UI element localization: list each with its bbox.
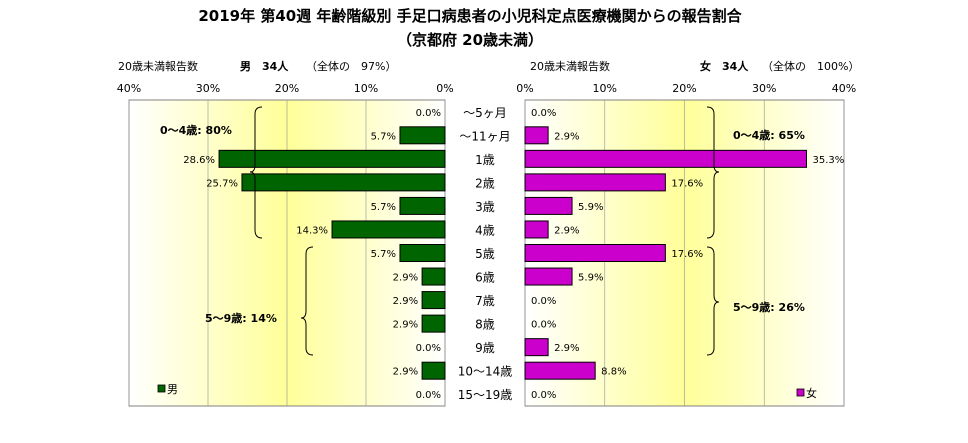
female-value-label: 17.6% xyxy=(671,249,703,260)
female-legend-label: 女 xyxy=(806,386,817,400)
male-value-label: 28.6% xyxy=(183,155,215,166)
age-category-label: ～5ヶ月 xyxy=(463,106,507,120)
female-value-labels: 0.0% 2.9% 35.3% 17.6% 5.9% 2.9% 17.6% 5.9% 0.0% 0… xyxy=(531,108,844,401)
female-value-label: 5.9% xyxy=(578,202,603,213)
female-bars xyxy=(524,126,808,380)
female-value-label: 17.6% xyxy=(671,178,703,189)
male-bar xyxy=(399,196,446,215)
male-bar xyxy=(399,126,446,145)
female-bar xyxy=(524,361,596,380)
male-bar xyxy=(218,149,446,168)
male-tick-label: 20% xyxy=(275,82,299,95)
female-value-label: 8.8% xyxy=(601,367,626,378)
female-tick-label: 40% xyxy=(832,82,856,95)
male-0-4-annotation: 0～4歳: 80% xyxy=(160,123,232,137)
female-bar xyxy=(524,149,808,168)
female-header-count: 女 34人 xyxy=(700,59,749,73)
male-value-label: 2.9% xyxy=(393,320,418,331)
male-value-label: 25.7% xyxy=(206,178,238,189)
female-bar xyxy=(524,220,549,239)
female-bar xyxy=(524,196,573,215)
female-tick-label: 10% xyxy=(593,82,617,95)
female-header-share: （全体の 100%） xyxy=(762,59,859,73)
female-value-label: 0.0% xyxy=(531,390,556,401)
female-value-label: 2.9% xyxy=(554,225,579,236)
female-value-label: 2.9% xyxy=(554,343,579,354)
male-bar xyxy=(421,314,446,333)
female-bar xyxy=(524,267,573,286)
male-header-share: （全体の 97%） xyxy=(306,59,396,73)
female-0-4-brace xyxy=(706,106,720,239)
male-legend-label: 男 xyxy=(167,383,178,396)
male-bars xyxy=(218,126,446,380)
female-value-label: 0.0% xyxy=(531,296,556,307)
male-tick-label: 40% xyxy=(117,82,141,95)
female-tick-label: 0% xyxy=(516,82,533,95)
male-value-label: 2.9% xyxy=(393,296,418,307)
female-tick-label: 30% xyxy=(752,82,776,95)
female-value-label: 0.0% xyxy=(531,108,556,119)
female-value-label: 35.3% xyxy=(813,155,845,166)
age-category-label: 8歳 xyxy=(475,318,495,332)
male-value-label: 2.9% xyxy=(393,367,418,378)
female-value-label: 5.9% xyxy=(578,273,603,284)
male-value-label: 0.0% xyxy=(416,390,441,401)
age-category-label: 10～14歳 xyxy=(458,365,513,379)
male-bar xyxy=(399,244,446,262)
male-value-label: 5.7% xyxy=(371,202,396,213)
category-labels: ～5ヶ月 ～11ヶ月 1歳 2歳 3歳 4歳 5歳 6歳 7歳 8歳 9歳 10～14歳 15～19歳 xyxy=(458,106,513,402)
female-legend-swatch xyxy=(796,388,805,397)
female-axis-ticks: 0% 10% 20% 30% 40% xyxy=(516,82,856,95)
male-bar xyxy=(421,291,446,310)
male-value-label: 5.7% xyxy=(371,131,396,142)
chart-title-line2: （京都府 20歳未満） xyxy=(397,31,543,49)
male-axis-ticks: 40% 30% 20% 10% 0% xyxy=(117,82,454,95)
male-value-label: 14.3% xyxy=(296,225,328,236)
male-header-count: 男 34人 xyxy=(240,59,289,73)
male-legend-swatch xyxy=(157,384,166,393)
age-category-label: 15～19歳 xyxy=(458,388,513,402)
female-value-label: 2.9% xyxy=(554,131,579,142)
male-value-label: 0.0% xyxy=(416,343,441,354)
male-5-9-annotation: 5～9歳: 14% xyxy=(205,311,277,325)
age-category-label: 9歳 xyxy=(475,341,495,355)
female-bar xyxy=(524,173,666,192)
age-category-label: 7歳 xyxy=(475,294,495,308)
age-category-label: 1歳 xyxy=(475,153,495,167)
female-bar xyxy=(524,338,549,357)
male-bar xyxy=(241,173,446,192)
age-category-label: ～11ヶ月 xyxy=(459,129,510,143)
male-header-label: 20歳未満報告数 xyxy=(118,60,198,73)
male-tick-label: 10% xyxy=(354,82,378,95)
female-value-label: 0.0% xyxy=(531,320,556,331)
age-category-label: 3歳 xyxy=(475,200,495,214)
male-bar xyxy=(331,220,446,239)
male-5-9-brace xyxy=(300,246,314,356)
female-header-label: 20歳未満報告数 xyxy=(530,60,610,73)
male-value-label: 2.9% xyxy=(393,273,418,284)
chart-title-line1: 2019年 第40週 年齢階級別 手足口病患者の小児科定点医療機関からの報告割合 xyxy=(198,7,742,25)
female-5-9-annotation: 5～9歳: 26% xyxy=(733,300,805,314)
female-tick-label: 20% xyxy=(672,82,696,95)
female-bar xyxy=(524,244,666,262)
age-category-label: 4歳 xyxy=(475,223,495,237)
female-5-9-brace xyxy=(706,246,720,356)
male-0-4-brace xyxy=(249,106,263,239)
female-0-4-annotation: 0～4歳: 65% xyxy=(733,128,805,142)
age-category-label: 2歳 xyxy=(475,176,495,190)
male-bar xyxy=(421,361,446,380)
male-value-label: 5.7% xyxy=(371,249,396,260)
age-category-label: 6歳 xyxy=(475,271,495,285)
female-bar xyxy=(524,126,549,145)
male-value-labels: 0.0% 5.7% 28.6% 25.7% 5.7% 14.3% 5.7% 2.9% 2.9% 2… xyxy=(183,108,441,401)
male-tick-label: 30% xyxy=(196,82,220,95)
male-bar xyxy=(421,267,446,286)
age-category-label: 5歳 xyxy=(475,247,495,261)
male-tick-label: 0% xyxy=(436,82,453,95)
male-value-label: 0.0% xyxy=(416,108,441,119)
